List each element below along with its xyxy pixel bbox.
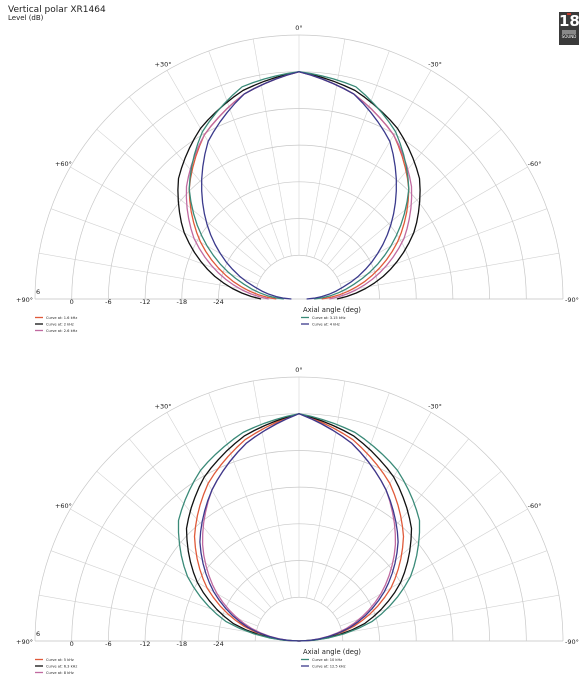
radial-label: -24: [213, 298, 224, 306]
angle-label: +60°: [55, 160, 72, 168]
brand-logo: 18 SOUND: [559, 12, 580, 45]
outer-ring-label: 6: [36, 630, 40, 638]
grid-ring: [108, 108, 490, 300]
radial-label: -12: [140, 640, 151, 648]
axis-label: Axial angle (deg): [303, 306, 361, 314]
angle-label: -30°: [428, 60, 442, 68]
grid-ring: [144, 486, 454, 642]
grid-ring: [144, 144, 454, 300]
radial-label: -6: [105, 640, 111, 648]
polar-chart-1: 0 -6 -12 -18 -24 6 0° +30° -30° +60° -60° +90° -90° A…: [16, 24, 579, 333]
grid-ring: [218, 560, 380, 642]
legend-label: Curve at: 4 kHz: [312, 323, 340, 327]
angle-label: -90°: [565, 296, 579, 304]
radial-label: -18: [176, 640, 187, 648]
radial-label: 0: [70, 298, 74, 306]
legend-label: Curve at: 2.6 kHz: [46, 329, 77, 333]
legend-label: Curve at: 2 kHz: [46, 323, 74, 327]
angle-label: +90°: [16, 638, 33, 646]
series-curve: [201, 71, 397, 300]
legend-label: Curve at: 6.3 kHz: [46, 665, 77, 669]
angle-label: -60°: [528, 502, 542, 510]
angle-label: -30°: [428, 402, 442, 410]
angle-label: -60°: [528, 160, 542, 168]
radial-label: -18: [176, 298, 187, 306]
grid-ring: [108, 450, 490, 642]
angle-label: 0°: [295, 366, 302, 374]
chart-title: Vertical polar XR1464: [8, 5, 106, 15]
logo-accent: [567, 13, 571, 15]
axis-label: Axial angle (deg): [303, 648, 361, 656]
radial-label: -12: [140, 298, 151, 306]
legend-label: Curve at: 10 kHz: [312, 658, 342, 662]
angle-label: +90°: [16, 296, 33, 304]
legend-label: Curve at: 1.6 kHz: [46, 316, 77, 320]
angle-label: +30°: [155, 402, 172, 410]
legend-label: Curve at: 3.15 kHz: [312, 316, 346, 320]
angle-label: 0°: [295, 24, 302, 32]
angle-label: +30°: [155, 60, 172, 68]
radial-label: -6: [105, 298, 111, 306]
legend-label: Curve at: 8 kHz: [46, 671, 74, 675]
grid-ring: [254, 596, 344, 642]
polar-chart-2: 0 -6 -12 -18 -24 6 0° +30° -30° +60° -60° +90° -90° A…: [16, 366, 579, 675]
angle-label: -90°: [565, 638, 579, 646]
grid-ring: [34, 34, 564, 300]
outer-ring-label: 6: [36, 288, 40, 296]
grid-ring: [254, 254, 344, 300]
legend-label: Curve at: 12.5 kHz: [312, 665, 346, 669]
logo-bar: [562, 30, 576, 34]
radial-label: 0: [70, 640, 74, 648]
angle-label: +60°: [55, 502, 72, 510]
logo-number: 18: [559, 12, 580, 30]
logo-text: SOUND: [561, 34, 577, 39]
chart-subtitle: Level (dB): [8, 14, 44, 23]
grid-ring: [34, 376, 564, 642]
grid-ring: [181, 181, 417, 300]
legend-label: Curve at: 5 kHz: [46, 658, 74, 662]
series-curve: [199, 413, 399, 642]
radial-label: -24: [213, 640, 224, 648]
chart-header: Vertical polar XR1464 Level (dB): [8, 5, 106, 23]
